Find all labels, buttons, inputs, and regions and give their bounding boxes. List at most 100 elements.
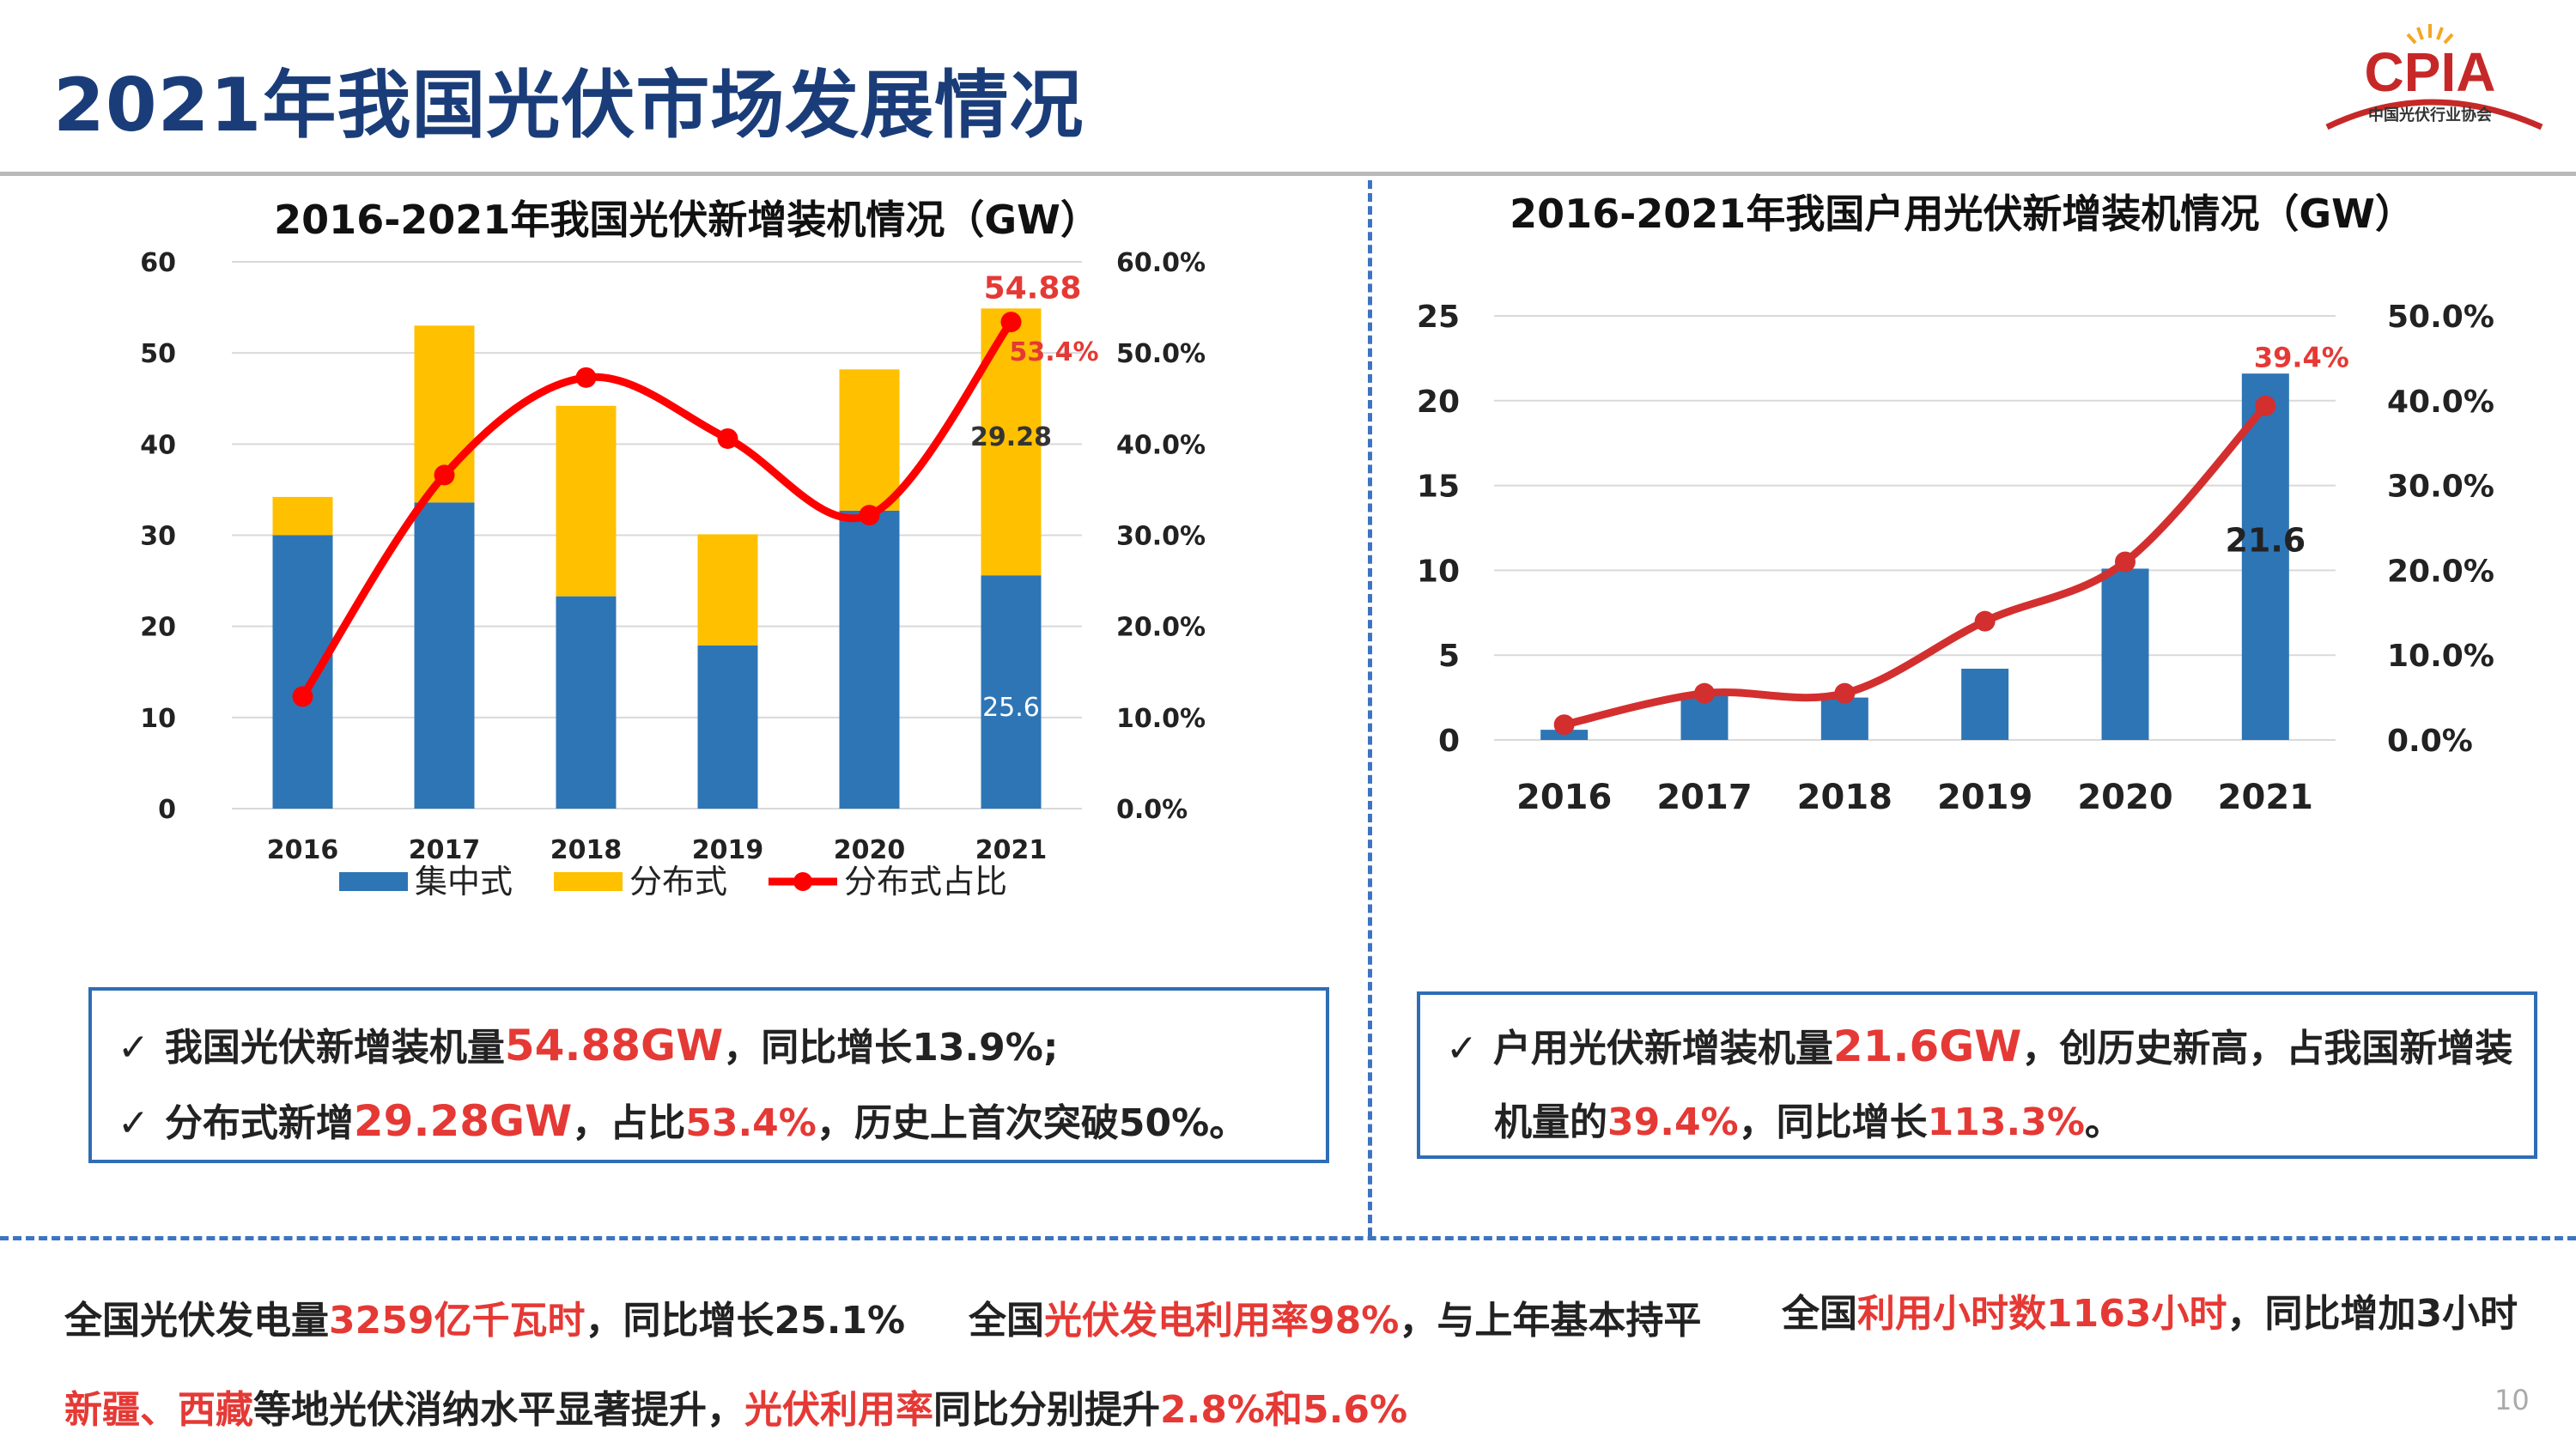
footer-hours: 全国利用小时数1163小时，同比增加3小时 [1782,1292,2518,1336]
household-installation-chart: 2016-2021年我国户用光伏新增装机情况（GW） 0 5 10 15 20 25 0.0%… [1417,191,2494,817]
share-point-2020 [2115,551,2136,573]
legend-label: 分布式占比 [844,863,1007,900]
y2-tick-label: 0.0% [2387,724,2473,759]
household-share-line [1563,403,2269,729]
horizontal-divider [0,1236,2576,1240]
value-label-2021: 21.6 [2225,522,2306,560]
national-summary-line-1: ✓ 我国光伏新增装机量54.88GW，同比增长13.9%; [118,1021,1059,1070]
household-summary-line-2: 机量的39.4%，同比增长113.3%。 [1494,1100,2123,1144]
share-point-2020 [859,505,880,526]
y2-tick-label: 40.0% [1116,430,1206,460]
legend-label: 分布式 [629,863,727,900]
share-point-2021 [1000,312,1022,333]
y2-tick-label: 50.0% [2387,300,2494,335]
bar-distributed-2018 [556,405,617,597]
x-tick-label: 2019 [692,835,764,865]
y2-tick-label: 40.0% [2387,385,2494,420]
national-summary-line-2: ✓ 分布式新增29.28GW，占比53.4%，历史上首次突破50%。 [118,1096,1248,1146]
household-summary-line-1: ✓ 户用光伏新增装机量21.6GW，创历史新高，占我国新增装 [1446,1022,2513,1071]
y-tick-label: 50 [140,339,176,369]
y-tick-label: 5 [1438,639,1460,674]
y2-tick-label: 50.0% [1116,339,1206,369]
sun-rays-icon [2406,24,2454,45]
y-tick-label: 15 [1417,470,1460,505]
bar-distributed-2016 [272,496,333,536]
logo-subtext: 中国光伏行业协会 [2368,106,2492,124]
bar-household-2018 [1820,697,1868,740]
x-tick-label: 2016 [1516,778,1612,817]
y-tick-label: 10 [1417,554,1460,589]
bar-centralized-2018 [556,596,617,809]
bar-household-2021 [2241,373,2289,740]
y-tick-label: 0 [1438,724,1460,759]
x-tick-label: 2018 [550,835,623,865]
legend-label: 集中式 [415,863,513,900]
legend-swatch [554,872,623,891]
x-tick-label: 2018 [1797,778,1893,817]
cpia-logo: CPIA 中国光伏行业协会 [2325,24,2543,130]
logo-swoosh [2325,99,2543,130]
y-tick-label: 0 [158,795,176,825]
share-point-2016 [1553,714,1575,736]
x-tick-label: 2017 [1656,778,1752,817]
y2-tick-label: 60.0% [1116,248,1206,278]
share-point-2016 [292,686,313,707]
household-summary-box: ✓ 户用光伏新增装机量21.6GW，创历史新高，占我国新增装 机量的39.4%，同… [1417,991,2537,1159]
share-point-2017 [1694,682,1715,704]
y2-tick-label: 30.0% [2387,470,2494,505]
bar-distributed-2020 [839,369,900,511]
x-tick-label: 2017 [409,835,481,865]
share-point-2019 [717,427,738,449]
x-tick-label: 2019 [1937,778,2032,817]
y-tick-label: 10 [140,704,176,734]
y-tick-label: 20 [1417,385,1460,420]
y2-tick-label: 10.0% [1116,704,1206,734]
y-tick-label: 30 [140,522,176,552]
share-label-2021: 39.4% [2254,342,2349,374]
share-label-2021: 53.4% [1009,337,1098,367]
x-tick-label: 2020 [2077,778,2172,817]
page-title: 2021年我国光伏市场发展情况 [53,63,1084,149]
distributed-label-2021: 29.28 [970,422,1052,452]
centralized-label-2021: 25.6 [982,693,1040,723]
legend-marker [793,872,812,891]
bar-centralized-2016 [272,535,333,809]
chart-title: 2016-2021年我国光伏新增装机情况（GW） [274,197,1100,243]
x-tick-label: 2016 [267,835,339,865]
check-icon: ✓ [118,1026,149,1070]
y-tick-label: 25 [1417,300,1460,335]
bar-centralized-2020 [839,510,900,809]
x-tick-label: 2020 [834,835,906,865]
bar-centralized-2021 [981,575,1042,809]
share-point-2021 [2255,395,2276,416]
check-icon: ✓ [118,1101,149,1145]
national-summary-box: ✓ 我国光伏新增装机量54.88GW，同比增长13.9%; ✓ 分布式新增29.28… [88,987,1329,1163]
y2-tick-label: 20.0% [1116,613,1206,643]
bar-household-2020 [2101,568,2149,740]
vertical-divider [1368,180,1372,1236]
y2-tick-label: 20.0% [2387,554,2494,589]
bar-distributed-2019 [697,534,758,646]
share-point-2019 [1974,610,1996,632]
footer-generation: 全国光伏发电量3259亿千瓦时，同比增长25.1% [64,1299,906,1343]
x-tick-label: 2021 [975,835,1048,865]
distributed-share-line [299,319,1015,699]
y-tick-label: 20 [140,613,176,643]
x-tick-label: 2021 [2218,778,2313,817]
bar-centralized-2019 [697,645,758,809]
logo-text: CPIA [2365,41,2496,103]
y2-tick-label: 30.0% [1116,522,1206,552]
share-point-2018 [1834,682,1856,704]
total-label-2021: 54.88 [984,270,1082,306]
footer-utilization: 全国光伏发电利用率98%，与上年基本持平 [969,1299,1702,1343]
y-tick-label: 60 [140,248,176,278]
bar-centralized-2017 [414,502,475,809]
share-point-2018 [575,367,597,388]
y-tick-label: 40 [140,430,176,460]
bar-household-2019 [1961,669,2009,740]
title-divider [0,172,2576,176]
share-point-2017 [434,464,455,486]
y2-tick-label: 0.0% [1116,795,1188,825]
national-installation-chart: 2016-2021年我国光伏新增装机情况（GW） 0 10 20 30 40 50 60 0.0… [140,197,1206,900]
footer-consumption: 新疆、西藏等地光伏消纳水平显著提升，光伏利用率同比分别提升2.8%和5.6% [64,1388,1408,1432]
